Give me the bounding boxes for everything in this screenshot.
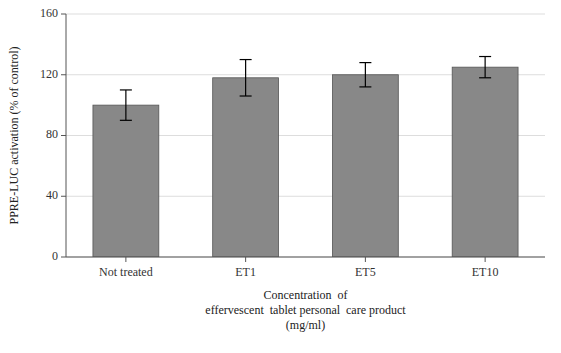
x-tick-label: ET10: [472, 265, 499, 279]
y-tick: [61, 257, 66, 258]
y-axis-line: [66, 14, 67, 257]
grid-line: [66, 14, 545, 15]
x-tick: [365, 257, 366, 262]
error-bar-cap: [359, 86, 371, 87]
x-tick: [125, 257, 126, 262]
bar: [332, 75, 398, 257]
x-tick: [245, 257, 246, 262]
x-tick-label: ET5: [355, 265, 376, 279]
x-axis-line: [66, 257, 545, 258]
grid-line: [66, 257, 545, 258]
error-bar-cap: [120, 89, 132, 90]
y-tick: [61, 135, 66, 136]
y-tick-label: 40: [46, 188, 58, 202]
bar: [452, 67, 518, 257]
grid: [66, 14, 545, 257]
error-bar-cap: [240, 59, 252, 60]
x-tick-label: ET1: [235, 265, 256, 279]
error-bar-stem: [245, 60, 246, 96]
error-bar: [359, 63, 371, 87]
y-tick-label: 0: [52, 249, 58, 263]
error-bar-cap: [479, 77, 491, 78]
error-bar: [240, 60, 252, 96]
y-tick-label: 120: [40, 67, 58, 81]
x-tick: [485, 257, 486, 262]
error-bar-stem: [485, 57, 486, 78]
error-bar-cap: [359, 62, 371, 63]
y-tick: [61, 14, 66, 15]
x-axis: Not treated ET1 ET5 ET10: [66, 257, 545, 279]
chart-svg: 0 40 80 120 160 Not treated ET1 ET5 ET10 Concentr…: [0, 0, 561, 353]
bar: [93, 105, 159, 257]
y-axis: 0 40 80 120 160: [40, 6, 66, 263]
x-axis-label-line: (mg/ml): [286, 318, 325, 332]
error-bar-cap: [479, 56, 491, 57]
x-tick-label: Not treated: [99, 265, 153, 279]
background: [0, 0, 561, 353]
bars: [93, 57, 518, 257]
error-bar: [120, 90, 132, 120]
x-axis-label-line: effervescent tablet personal care produc…: [205, 303, 406, 317]
y-tick: [61, 196, 66, 197]
y-tick: [61, 74, 66, 75]
error-bar-cap: [240, 95, 252, 96]
y-axis-label: PPRE-LUC activation (% of control): [7, 47, 21, 225]
x-axis-label-line: Concentration of: [264, 288, 348, 302]
error-bar-cap: [120, 120, 132, 121]
chart-container: 0 40 80 120 160 Not treated ET1 ET5 ET10 Concentr…: [0, 0, 561, 353]
x-axis-label: Concentration ofeffervescent tablet pers…: [205, 288, 406, 332]
error-bar-stem: [125, 90, 126, 120]
error-bar-stem: [365, 63, 366, 87]
y-tick-label: 80: [46, 127, 58, 141]
y-tick-label: 160: [40, 6, 58, 20]
bar: [213, 78, 279, 257]
error-bar: [479, 57, 491, 78]
